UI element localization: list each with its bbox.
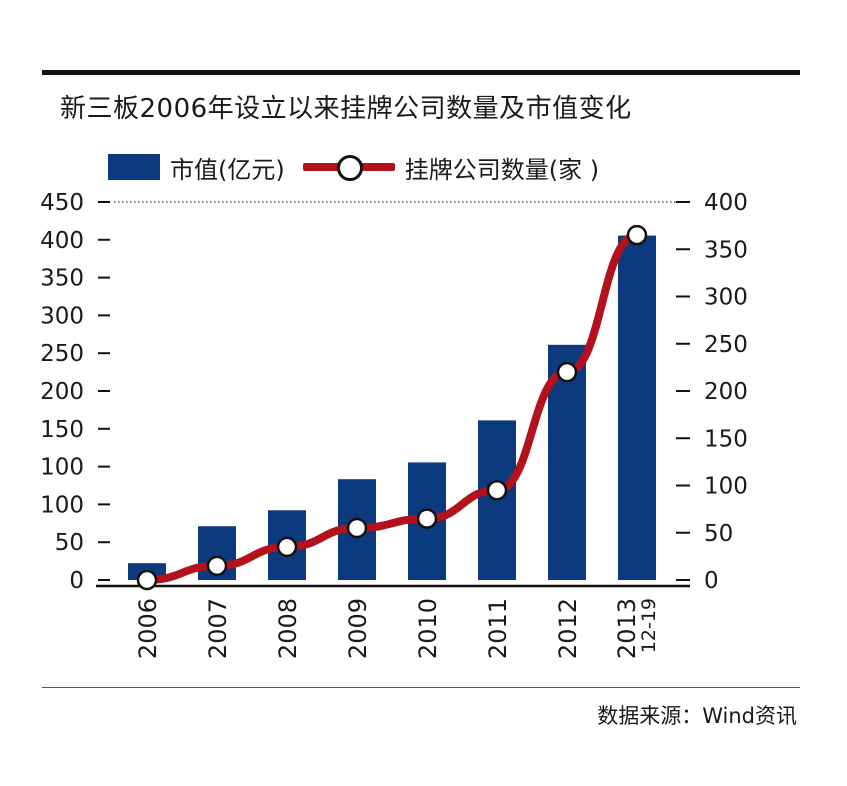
x-tick-label: 2009 (344, 598, 372, 659)
right-tick-label: 50 (704, 521, 733, 547)
right-tick-label: 0 (704, 568, 719, 594)
line-point (416, 508, 438, 529)
legend: 市值(亿元) 挂牌公司数量(家 ) (108, 148, 599, 186)
top-rule (42, 70, 800, 75)
left-tick-label: 100 (40, 455, 84, 481)
x-tick-label: 2007 (204, 598, 232, 659)
right-tick-label: 400 (704, 190, 748, 216)
legend-bar-label: 市值(亿元) (170, 155, 285, 184)
line-point (276, 536, 298, 558)
left-tick-label: 250 (40, 341, 84, 367)
line-point (626, 224, 648, 246)
bar (618, 235, 656, 580)
x-tick-label: 2008 (274, 598, 302, 659)
right-tick-label: 350 (704, 237, 748, 263)
line-point (206, 555, 228, 577)
x-tick-label-sub: 12-19 (638, 598, 660, 653)
x-tick-label: 2010 (414, 598, 442, 659)
bottom-rule (42, 687, 800, 688)
left-tick-label: 400 (40, 228, 84, 254)
left-tick-label: 150 (40, 417, 84, 443)
right-tick-label: 100 (704, 474, 748, 500)
right-tick-label: 150 (704, 426, 748, 452)
legend-line-label: 挂牌公司数量(家 ) (404, 155, 600, 184)
x-tick-label: 2011 (484, 598, 512, 659)
line-point (556, 361, 578, 383)
x-tick-label: 2006 (134, 598, 162, 659)
legend-line-swatch (302, 152, 395, 182)
line-point (486, 479, 508, 501)
line-point (346, 517, 368, 539)
right-tick-label: 200 (704, 379, 748, 405)
left-tick-label: 300 (40, 303, 84, 329)
x-tick-label: 2013 (613, 598, 641, 659)
right-tick-label: 250 (704, 332, 748, 358)
left-tick-label: 100 (40, 492, 84, 518)
left-tick-label: 50 (55, 530, 84, 556)
left-tick-label: 0 (69, 568, 84, 594)
legend-line-marker (336, 155, 363, 181)
left-tick-label: 450 (40, 190, 84, 216)
right-tick-label: 300 (704, 285, 748, 311)
x-tick-label: 2012 (554, 598, 582, 659)
chart-title: 新三板2006年设立以来挂牌公司数量及市值变化 (60, 94, 632, 124)
source-note: 数据来源：Wind资讯 (597, 704, 797, 728)
left-tick-label: 350 (40, 266, 84, 292)
legend-bar-swatch (108, 154, 160, 180)
left-tick-label: 200 (40, 379, 84, 405)
line-point (136, 569, 158, 591)
